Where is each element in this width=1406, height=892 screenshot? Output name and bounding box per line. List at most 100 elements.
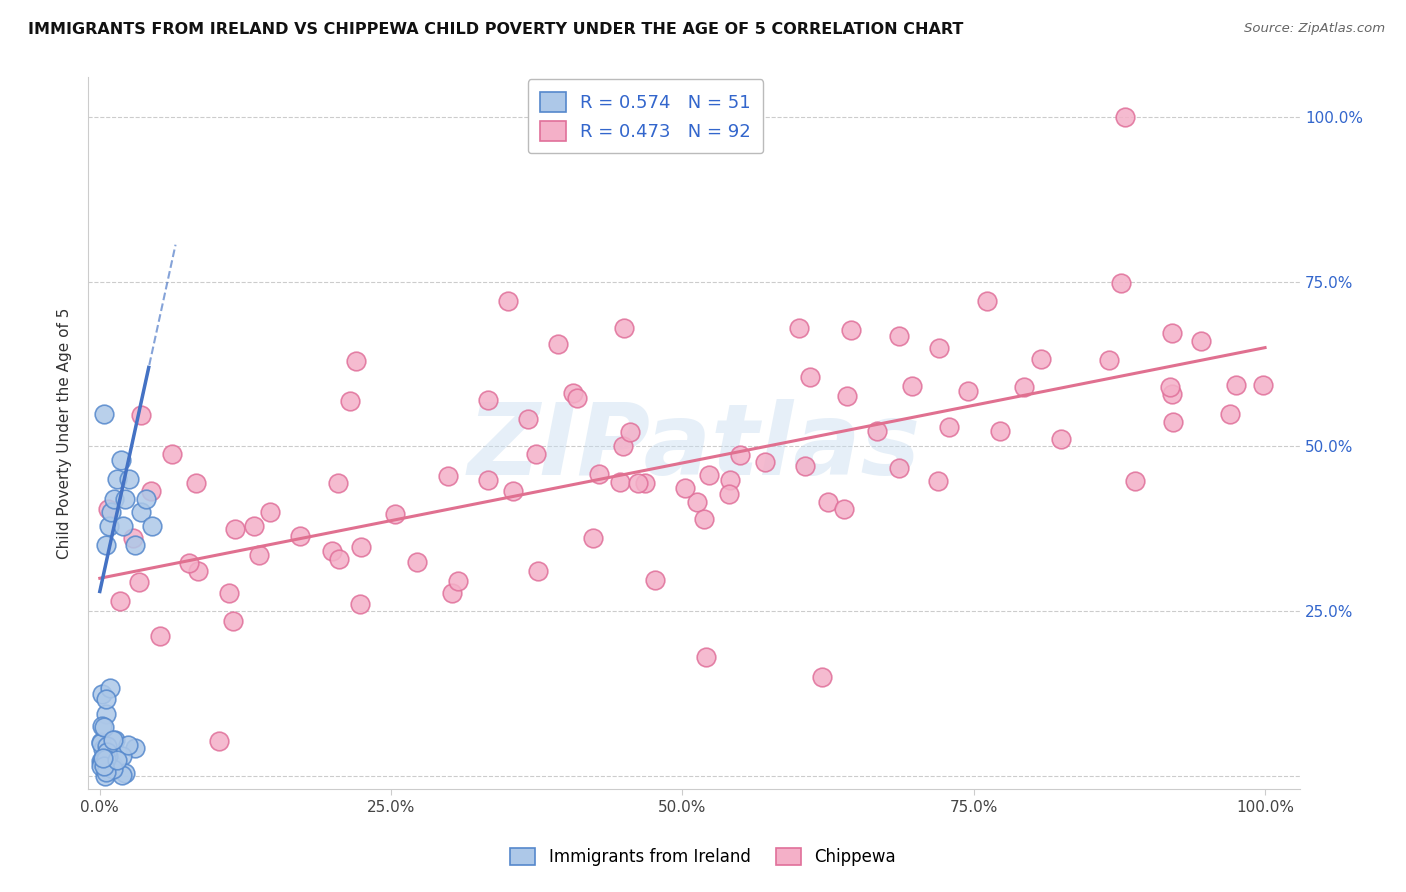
Point (124, 538, 146, 552)
Point (988, 425, 1011, 439)
Point (129, 408, 152, 422)
Point (96, 502, 118, 516)
Point (105, 472, 128, 486)
Point (1189, 334, 1212, 349)
Point (976, 293, 998, 308)
Point (956, 384, 979, 398)
Point (100, 505, 122, 519)
Point (93, 720, 115, 734)
Point (524, 447, 547, 461)
Point (901, 378, 924, 392)
Point (350, 540, 373, 554)
Point (90, 736, 112, 750)
Point (817, 495, 839, 509)
Point (94, 769, 117, 783)
Point (1219, 407, 1241, 421)
Point (1114, 110, 1136, 124)
Point (114, 492, 136, 507)
Point (832, 501, 855, 516)
Point (1109, 276, 1132, 290)
Point (581, 531, 603, 545)
Point (103, 760, 125, 774)
Point (835, 389, 858, 403)
Point (96, 756, 118, 771)
Point (141, 518, 163, 533)
Point (695, 650, 717, 665)
Point (565, 392, 588, 406)
Point (94, 538, 117, 552)
Point (91, 687, 114, 701)
Point (94, 753, 117, 767)
Point (612, 439, 634, 453)
Point (644, 574, 666, 588)
Point (249, 548, 271, 562)
Point (98, 518, 121, 533)
Text: ZIPatlas: ZIPatlas (468, 399, 921, 496)
Point (177, 556, 200, 570)
Point (1160, 386, 1182, 401)
Legend: R = 0.574   N = 51, R = 0.473   N = 92: R = 0.574 N = 51, R = 0.473 N = 92 (527, 79, 763, 153)
Point (927, 474, 949, 488)
Point (128, 575, 150, 590)
Point (112, 518, 135, 533)
Point (866, 425, 889, 439)
Point (477, 392, 499, 407)
Point (91, 719, 114, 733)
Point (502, 483, 524, 498)
Point (1159, 380, 1181, 394)
Point (517, 412, 540, 426)
Point (496, 294, 519, 309)
Point (96, 706, 118, 721)
Point (406, 555, 429, 569)
Point (692, 512, 714, 526)
Point (799, 370, 821, 384)
Point (1253, 378, 1275, 392)
Point (811, 670, 834, 684)
Point (110, 452, 132, 467)
Legend: Immigrants from Ireland, Chippewa: Immigrants from Ireland, Chippewa (502, 840, 904, 875)
Point (91, 755, 114, 769)
Point (111, 767, 134, 781)
Point (887, 460, 910, 475)
Point (349, 597, 371, 611)
Point (105, 753, 128, 767)
Point (90, 759, 112, 773)
Point (129, 505, 152, 519)
Point (122, 531, 145, 545)
Point (1012, 380, 1035, 394)
Point (328, 552, 350, 566)
Point (93, 407, 115, 421)
Point (96, 745, 118, 759)
Point (221, 614, 243, 628)
Point (242, 518, 264, 533)
Point (697, 467, 720, 482)
Point (447, 574, 470, 588)
Point (1123, 474, 1146, 488)
Point (437, 468, 460, 483)
Point (619, 425, 641, 439)
Point (103, 733, 125, 747)
Point (90, 735, 112, 749)
Point (186, 476, 208, 491)
Point (288, 528, 311, 542)
Point (135, 492, 157, 507)
Point (141, 484, 163, 499)
Point (754, 454, 776, 468)
Text: Source: ZipAtlas.com: Source: ZipAtlas.com (1244, 22, 1385, 36)
Point (1225, 377, 1247, 392)
Point (101, 762, 124, 776)
Point (441, 586, 464, 600)
Point (634, 475, 657, 490)
Point (477, 473, 499, 487)
Point (96, 753, 118, 767)
Point (218, 586, 240, 600)
Point (321, 544, 343, 558)
Point (94, 752, 117, 766)
Point (97, 749, 120, 764)
Point (1031, 351, 1053, 366)
Point (208, 733, 231, 747)
Point (588, 467, 610, 482)
Point (118, 472, 141, 486)
Point (609, 475, 631, 490)
Point (91, 755, 114, 769)
